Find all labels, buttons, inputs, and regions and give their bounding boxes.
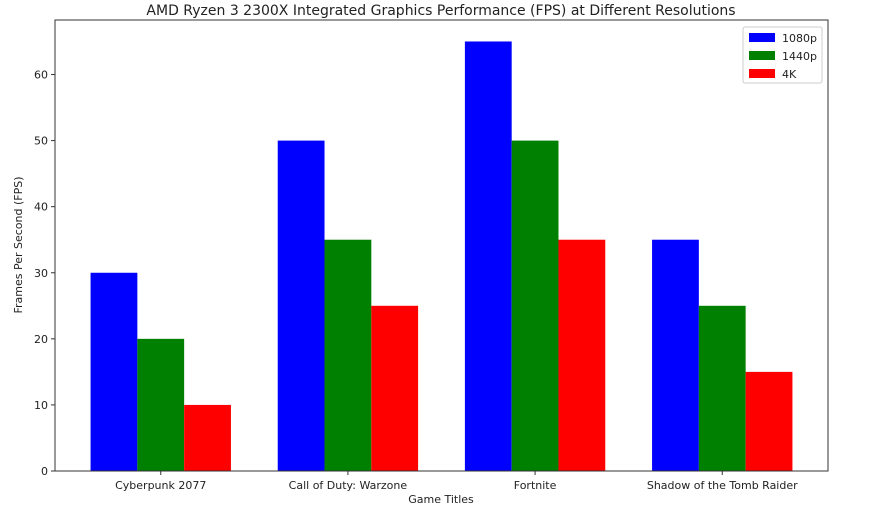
y-tick-label: 20 [34, 333, 48, 346]
legend-label: 1080p [782, 32, 817, 45]
x-tick-label: Shadow of the Tomb Raider [647, 479, 798, 492]
bar-4K-2 [558, 239, 606, 471]
bar-1080p-3 [652, 239, 699, 471]
y-tick-label: 40 [34, 201, 48, 214]
legend-swatch [749, 51, 775, 60]
legend-swatch [749, 33, 775, 42]
bar-1080p-1 [277, 140, 325, 471]
x-axis-label: Game Titles [408, 493, 474, 504]
bar-1080p-2 [464, 41, 512, 471]
x-tick-label: Fortnite [514, 479, 557, 492]
y-axis-label: Frames Per Second (FPS) [12, 176, 25, 313]
y-tick-label: 10 [34, 399, 48, 412]
bar-1440p-2 [511, 140, 559, 471]
bar-4K-1 [371, 305, 419, 471]
bar-4K-3 [745, 371, 793, 471]
y-tick-label: 60 [34, 69, 48, 82]
x-tick-label: Cyberpunk 2077 [115, 479, 206, 492]
bar-1080p-0 [90, 272, 138, 471]
bar-1440p-1 [324, 239, 372, 471]
legend-label: 1440p [782, 50, 817, 63]
y-tick-label: 50 [34, 135, 48, 148]
bar-1440p-0 [137, 338, 185, 471]
legend-swatch [749, 69, 775, 78]
chart-title: AMD Ryzen 3 2300X Integrated Graphics Pe… [146, 3, 735, 19]
bar-1440p-3 [698, 305, 746, 471]
legend: 1080p 1440p 4K [742, 26, 823, 84]
bar-4K-0 [184, 404, 231, 471]
y-tick-label: 0 [41, 465, 48, 478]
x-tick-label: Call of Duty: Warzone [289, 479, 408, 492]
legend-label: 4K [782, 68, 797, 81]
y-tick-label: 30 [34, 267, 48, 280]
plot-frame [54, 19, 829, 472]
